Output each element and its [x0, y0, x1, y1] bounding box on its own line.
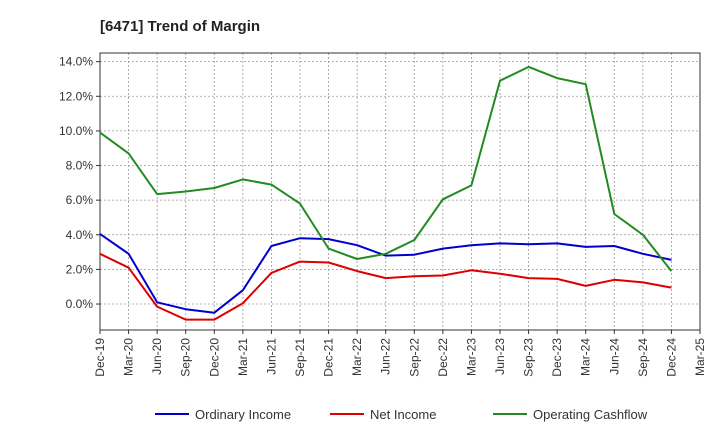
x-tick-label: Jun-23: [493, 338, 507, 375]
series-line-ordinary-income: [99, 233, 672, 314]
legend-label-ordinary-income: Ordinary Income: [195, 407, 291, 422]
y-tick-label: 14.0%: [59, 55, 93, 69]
x-tick-label: Mar-20: [122, 338, 136, 376]
x-tick-label: Dec-24: [664, 338, 678, 377]
x-axis: Dec-19 Mar-20 Jun-20 Sep-20 Dec-20 Mar-21 Jun-…: [93, 330, 707, 377]
x-tick-label: Dec-23: [550, 338, 564, 377]
x-tick-label: Mar-21: [236, 338, 250, 376]
x-tick-label: Sep-23: [522, 338, 536, 377]
y-tick-label: 12.0%: [59, 89, 93, 103]
grid-lines: [100, 53, 700, 330]
x-tick-label: Jun-20: [150, 338, 164, 375]
y-axis: 0.0% 2.0% 4.0% 6.0% 8.0% 10.0% 12.0% 14.0%: [59, 55, 100, 311]
series-lines: [99, 65, 673, 321]
x-tick-label: Dec-19: [93, 338, 107, 377]
x-tick-label: Jun-22: [379, 338, 393, 375]
x-tick-label: Sep-21: [293, 338, 307, 377]
series-line-net-income: [99, 252, 672, 321]
legend-label-operating-cashflow: Operating Cashflow: [533, 407, 648, 422]
x-tick-label: Mar-23: [464, 338, 478, 376]
y-tick-label: 0.0%: [66, 297, 94, 311]
x-tick-label: Sep-20: [179, 338, 193, 377]
x-tick-label: Mar-25: [693, 338, 707, 376]
series-line-operating-cashflow: [99, 65, 673, 272]
legend-label-net-income: Net Income: [370, 407, 436, 422]
x-tick-label: Dec-20: [207, 338, 221, 377]
x-tick-label: Dec-22: [436, 338, 450, 377]
legend: Ordinary Income Net Income Operating Cashf…: [155, 407, 648, 422]
plot-area: [99, 52, 701, 331]
x-tick-label: Dec-21: [322, 338, 336, 377]
y-tick-label: 8.0%: [66, 159, 94, 173]
chart-title: [6471] Trend of Margin: [100, 18, 260, 35]
x-tick-label: Mar-24: [579, 338, 593, 376]
x-tick-label: Mar-22: [350, 338, 364, 376]
x-tick-label: Sep-24: [636, 338, 650, 377]
y-tick-label: 6.0%: [66, 193, 94, 207]
y-tick-label: 2.0%: [66, 262, 94, 276]
x-tick-label: Sep-22: [407, 338, 421, 377]
x-tick-label: Jun-21: [264, 338, 278, 375]
x-tick-label: Jun-24: [607, 338, 621, 375]
y-tick-label: 10.0%: [59, 124, 93, 138]
y-tick-label: 4.0%: [66, 228, 94, 242]
